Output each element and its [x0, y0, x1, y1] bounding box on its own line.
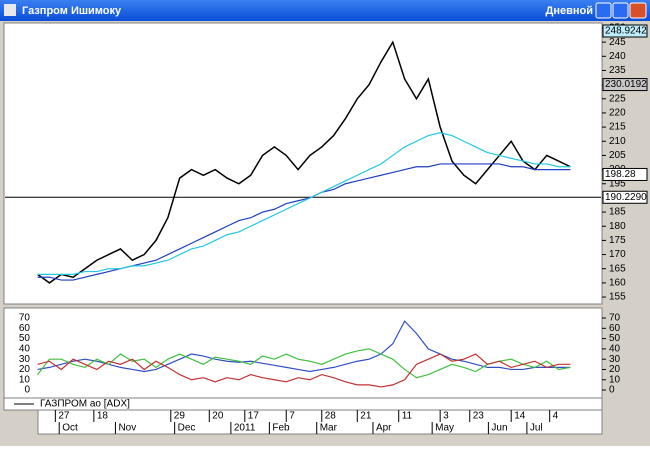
- x-tick-label: 21: [360, 411, 372, 422]
- price-label: 230.0192: [605, 79, 647, 90]
- series-line: [37, 132, 571, 275]
- title-bar: [0, 0, 650, 21]
- indicator-panel: [3, 307, 603, 399]
- x-tick-label: 20: [212, 411, 224, 422]
- window-title: Газпром Ишимоку: [22, 5, 122, 17]
- y-tick-label-left: 60: [19, 323, 31, 334]
- x-tick-label: 7: [289, 411, 295, 422]
- y-tick-label: 220: [609, 108, 626, 119]
- x-tick-label: 4: [553, 411, 559, 422]
- x-month-label: May: [435, 423, 454, 434]
- y-tick-label: 180: [609, 221, 626, 232]
- x-tick-label: 27: [58, 411, 70, 422]
- y-tick-label-left: 70: [19, 313, 31, 324]
- series-line: [37, 348, 571, 379]
- y-tick-label: 175: [609, 235, 626, 246]
- level-label: 190.2290: [605, 192, 647, 203]
- y-tick-label: 20: [609, 364, 621, 375]
- series-line: [37, 320, 571, 373]
- x-tick-label: 14: [514, 411, 526, 422]
- y-tick-label: 245: [609, 37, 626, 48]
- y-tick-label: 215: [609, 122, 626, 133]
- plot-layer: 1551601651701751801851901952002052102152…: [5, 23, 648, 434]
- y-tick-label: 170: [609, 249, 626, 260]
- y-tick-label: 185: [609, 207, 626, 218]
- x-month-label: Mar: [320, 423, 338, 434]
- x-month-label: 2011: [234, 423, 256, 434]
- x-tick-label: 18: [97, 411, 109, 422]
- y-tick-label: 40: [609, 344, 621, 355]
- x-tick-label: 28: [325, 411, 337, 422]
- price-label-box: [602, 78, 648, 92]
- x-tick-label: 29: [174, 411, 186, 422]
- x-tick-label: 11: [402, 411, 413, 422]
- y-tick-label: 50: [609, 333, 621, 344]
- y-tick-label: 10: [609, 374, 621, 385]
- x-month-label: Oct: [62, 423, 78, 434]
- y-tick-label-left: 0: [24, 385, 30, 396]
- y-tick-label: 165: [609, 263, 626, 274]
- y-tick-label: 155: [609, 292, 626, 303]
- x-month-label: Jul: [530, 423, 543, 434]
- x-tick-label: 17: [248, 411, 260, 422]
- y-tick-label: 195: [609, 178, 626, 189]
- y-tick-label: 205: [609, 150, 626, 161]
- x-month-label: Apr: [376, 423, 392, 434]
- price-label: 248.9242: [605, 26, 647, 37]
- y-tick-label: 240: [609, 51, 626, 62]
- legend-label: ГАЗПРОМ ао [ADX]: [40, 399, 130, 410]
- y-tick-label-left: 20: [19, 364, 31, 375]
- x-month-label: Jun: [491, 423, 507, 434]
- close-button[interactable]: [629, 2, 647, 19]
- y-tick-label-left: 10: [19, 374, 31, 385]
- x-month-label: Feb: [272, 423, 290, 434]
- y-tick-label: 210: [609, 136, 626, 147]
- y-tick-label-left: 40: [19, 344, 31, 355]
- y-tick-label: 60: [609, 323, 621, 334]
- y-tick-label: 0: [609, 385, 615, 396]
- y-tick-label-left: 30: [19, 354, 31, 365]
- x-tick-label: 23: [473, 411, 485, 422]
- minimize-button[interactable]: [595, 2, 612, 19]
- y-tick-label-left: 50: [19, 333, 31, 344]
- y-tick-label: 70: [609, 313, 621, 324]
- x-month-label: Nov: [118, 423, 136, 434]
- level-label-box: [602, 190, 648, 204]
- series-line: [37, 40, 571, 284]
- series-line: [37, 353, 571, 388]
- maximize-button[interactable]: [612, 2, 629, 19]
- price-label: 198.28: [605, 169, 636, 180]
- app-icon: [4, 4, 16, 16]
- x-month-label: Dec: [178, 423, 196, 434]
- date-axis: [37, 409, 603, 435]
- price-label-box: [602, 24, 648, 38]
- window-mode: Дневной: [546, 5, 594, 17]
- y-tick-label: 235: [609, 65, 626, 76]
- y-tick-label: 30: [609, 354, 621, 365]
- y-tick-label: 160: [609, 278, 626, 289]
- price-label-box: [602, 167, 648, 181]
- x-tick-label: 3: [443, 411, 449, 422]
- y-tick-label: 225: [609, 93, 626, 104]
